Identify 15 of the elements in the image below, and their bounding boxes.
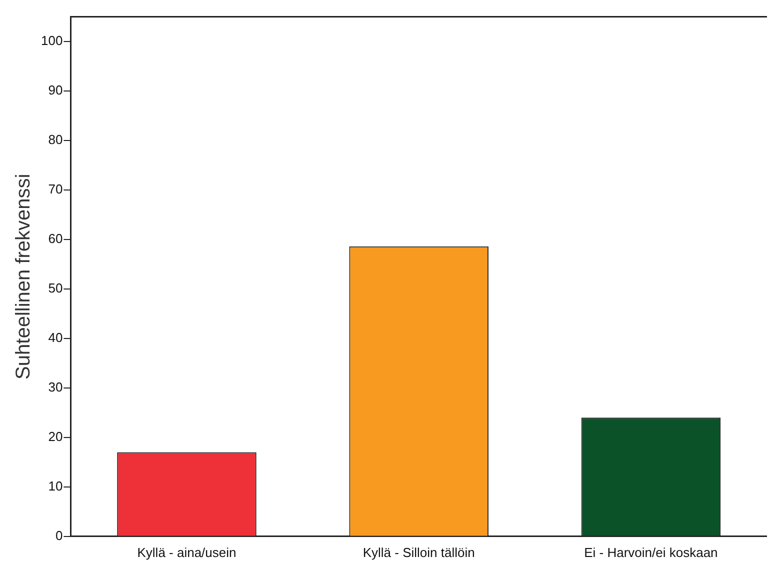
y-axis-title: Suhteellinen frekvenssi [12,174,35,380]
y-tick-label: 50 [48,280,63,296]
x-tick-label: Kyllä - aina/usein [137,544,236,560]
x-tick-label: Ei - Harvoin/ei koskaan [584,544,718,560]
y-tick-label: 80 [48,132,63,148]
y-tick-label: 0 [55,528,63,543]
y-tick-label: 70 [48,182,63,197]
y-tick-label: 60 [48,231,63,246]
y-tick-label: 10 [48,478,63,494]
y-tick-label: 20 [48,429,63,444]
y-tick-label: 30 [48,380,63,395]
y-tick-label: 90 [48,82,63,98]
y-tick-label: 40 [48,330,63,346]
x-tick-label: Kyllä - Silloin tällöin [362,544,475,560]
y-tick-label: 100 [40,33,63,48]
